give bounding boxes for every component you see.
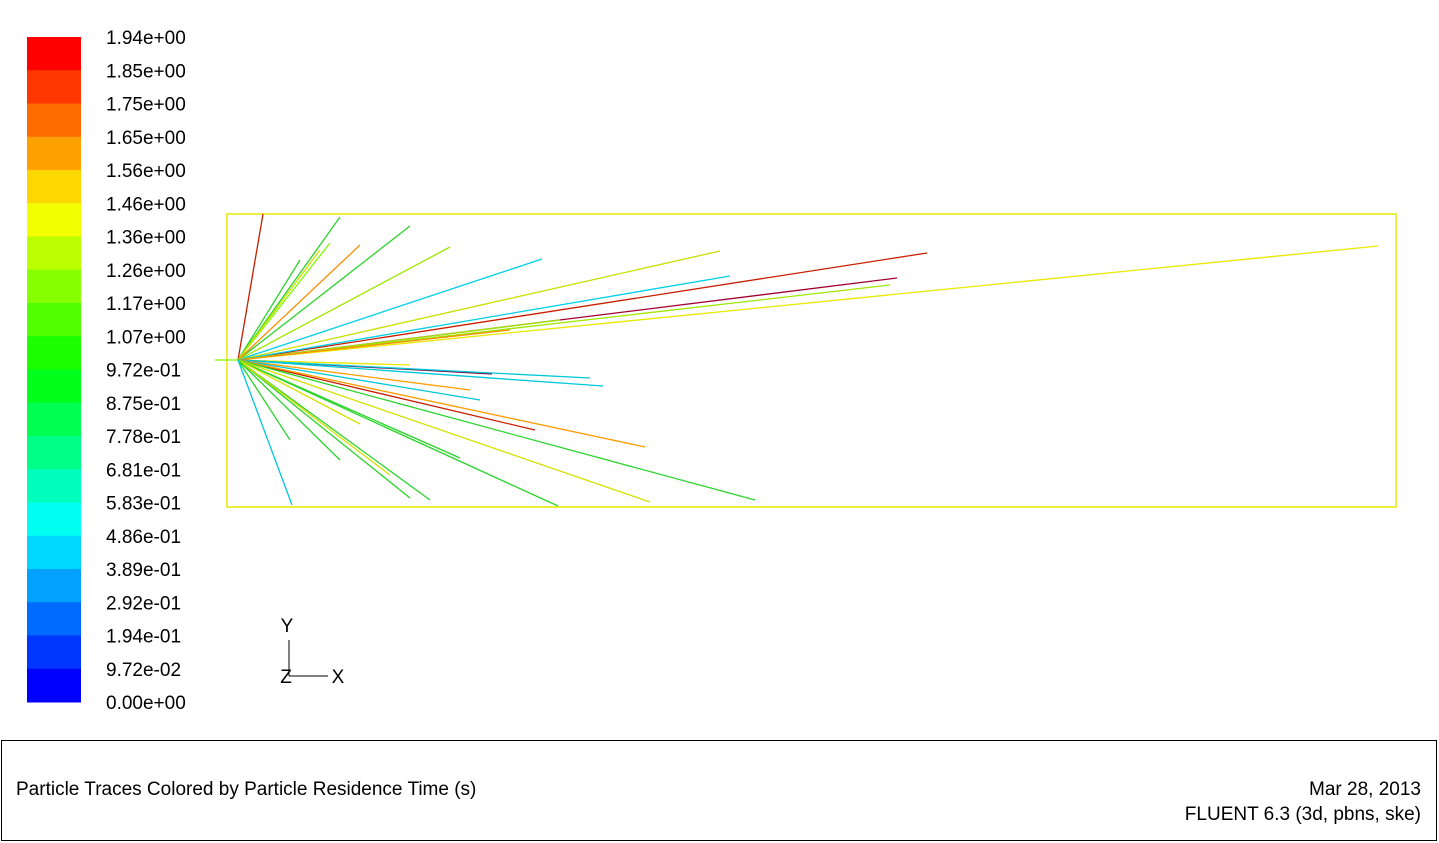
colorbar-swatch (27, 535, 81, 570)
colorbar-swatch (27, 668, 81, 703)
colorbar-label: 1.46e+00 (106, 194, 186, 215)
colorbar-label: 1.17e+00 (106, 294, 186, 315)
colorbar-label: 0.00e+00 (106, 693, 186, 714)
colorbar-swatch (27, 37, 81, 71)
colorbar-swatch (27, 236, 81, 271)
colorbar (27, 37, 81, 703)
colorbar-label: 5.83e-01 (106, 494, 181, 515)
colorbar-swatch (27, 436, 81, 470)
colorbar-label: 4.86e-01 (106, 527, 181, 548)
colorbar-swatch (27, 502, 81, 537)
colorbar-label: 8.75e-01 (106, 394, 181, 415)
colorbar-label: 1.85e+00 (106, 61, 186, 82)
colorbar-swatch (27, 136, 81, 171)
colorbar-label: 1.94e-01 (106, 627, 181, 648)
colorbar-swatch (27, 336, 81, 370)
colorbar-label: 6.81e-01 (106, 460, 181, 481)
colorbar-label: 1.56e+00 (106, 161, 186, 182)
colorbar-swatch (27, 602, 81, 636)
colorbar-label: 1.36e+00 (106, 228, 186, 249)
axis-y: Y (281, 616, 294, 637)
colorbar-swatch (27, 203, 81, 237)
colorbar-swatch (27, 303, 81, 337)
colorbar-label: 7.78e-01 (106, 427, 181, 448)
colorbar-label: 1.26e+00 (106, 261, 186, 282)
colorbar-label: 1.94e+00 (106, 28, 186, 49)
axis-z: Z (280, 667, 292, 688)
footer-box (1, 740, 1437, 841)
domain-outline (226, 213, 1397, 508)
colorbar-labels: 1.94e+00 1.85e+00 1.75e+00 1.65e+00 1.56e+00… (106, 28, 186, 714)
colorbar-swatch (27, 369, 81, 404)
colorbar-swatch (27, 402, 81, 437)
footer-date: Mar 28, 2013 (1309, 779, 1421, 800)
footer-title: Particle Traces Colored by Particle Resi… (16, 779, 476, 800)
colorbar-label: 9.72e-01 (106, 361, 181, 382)
colorbar-label: 3.89e-01 (106, 560, 181, 581)
colorbar-label: 1.75e+00 (106, 95, 186, 116)
particle-traces (215, 213, 1379, 507)
colorbar-label: 1.07e+00 (106, 327, 186, 348)
colorbar-swatch (27, 635, 81, 670)
axis-x: X (332, 667, 345, 688)
colorbar-label: 1.65e+00 (106, 128, 186, 149)
colorbar-swatch (27, 103, 81, 138)
colorbar-swatch (27, 70, 81, 104)
colorbar-label: 9.72e-02 (106, 660, 181, 681)
colorbar-label: 2.92e-01 (106, 593, 181, 614)
colorbar-swatch (27, 170, 81, 204)
colorbar-swatch (27, 269, 81, 304)
colorbar-swatch (27, 469, 81, 503)
axis-triad: Y Z X (280, 616, 344, 688)
footer-version: FLUENT 6.3 (3d, pbns, ske) (1185, 804, 1421, 825)
colorbar-swatch (27, 569, 81, 603)
